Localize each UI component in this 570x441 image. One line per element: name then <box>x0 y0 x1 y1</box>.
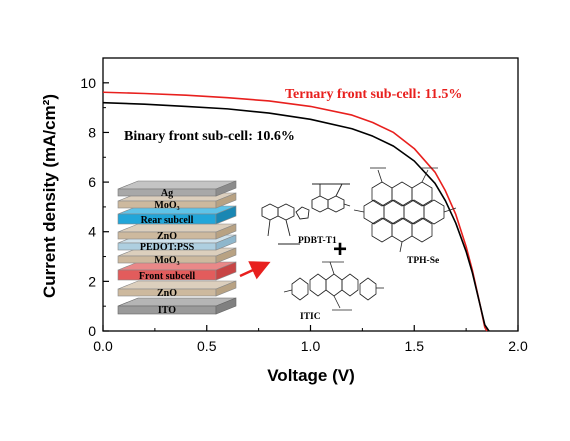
pdbt-t1-label: PDBT-T1 <box>298 236 337 246</box>
svg-text:Rear subcell: Rear subcell <box>141 215 194 226</box>
y-tick-label: 6 <box>88 174 96 190</box>
svg-text:ITO: ITO <box>158 305 176 316</box>
axis-ticks: 0.0 0.5 1.0 1.5 2.0 0 2 4 6 8 10 <box>80 75 528 354</box>
device-stack-inset: ITO ZnO Front subcell MoO₃ PEDOT:PSS <box>117 180 271 316</box>
layer-ito: ITO <box>117 297 237 316</box>
layer-zno-top: ZnO <box>117 223 237 242</box>
y-tick-label: 0 <box>88 323 96 339</box>
svg-text:MoO₃: MoO₃ <box>154 255 179 266</box>
binary-annotation: Binary front sub-cell: 10.6% <box>124 129 295 144</box>
tph-se-structure <box>353 167 457 253</box>
y-tick-label: 2 <box>88 273 96 289</box>
x-tick-label: 1.0 <box>301 338 321 354</box>
svg-text:ZnO: ZnO <box>157 231 177 242</box>
layer-ag: Ag <box>117 180 237 199</box>
y-axis-title: Current density (mA/cm²) <box>40 94 59 298</box>
y-tick-label: 4 <box>88 224 96 240</box>
ternary-annotation: Ternary front sub-cell: 11.5% <box>285 87 462 102</box>
pointer-arrow <box>239 261 271 280</box>
x-tick-label: 0.5 <box>197 338 217 354</box>
x-tick-label: 2.0 <box>508 338 528 354</box>
series-group <box>102 91 490 332</box>
svg-text:PEDOT:PSS: PEDOT:PSS <box>140 242 195 253</box>
plus-sign: + <box>333 236 347 263</box>
svg-text:Ag: Ag <box>161 188 173 199</box>
layer-front-subcell: Front subcell <box>117 261 237 282</box>
layer-zno-bottom: ZnO <box>117 280 237 299</box>
series-line-binary <box>102 101 490 332</box>
svg-text:MoO₃: MoO₃ <box>154 200 179 211</box>
tph-se-label: TPH-Se <box>407 256 439 266</box>
x-tick-label: 1.5 <box>405 338 425 354</box>
itic-label: ITIC <box>300 312 321 322</box>
svg-text:ZnO: ZnO <box>157 288 177 299</box>
pdbt-t1-structure <box>261 183 351 245</box>
x-axis-title: Voltage (V) <box>267 366 355 385</box>
x-tick-label: 0.0 <box>93 338 113 354</box>
y-tick-label: 8 <box>88 124 96 140</box>
itic-structure <box>283 261 384 311</box>
y-tick-label: 10 <box>80 75 96 91</box>
svg-text:Front subcell: Front subcell <box>139 271 195 282</box>
